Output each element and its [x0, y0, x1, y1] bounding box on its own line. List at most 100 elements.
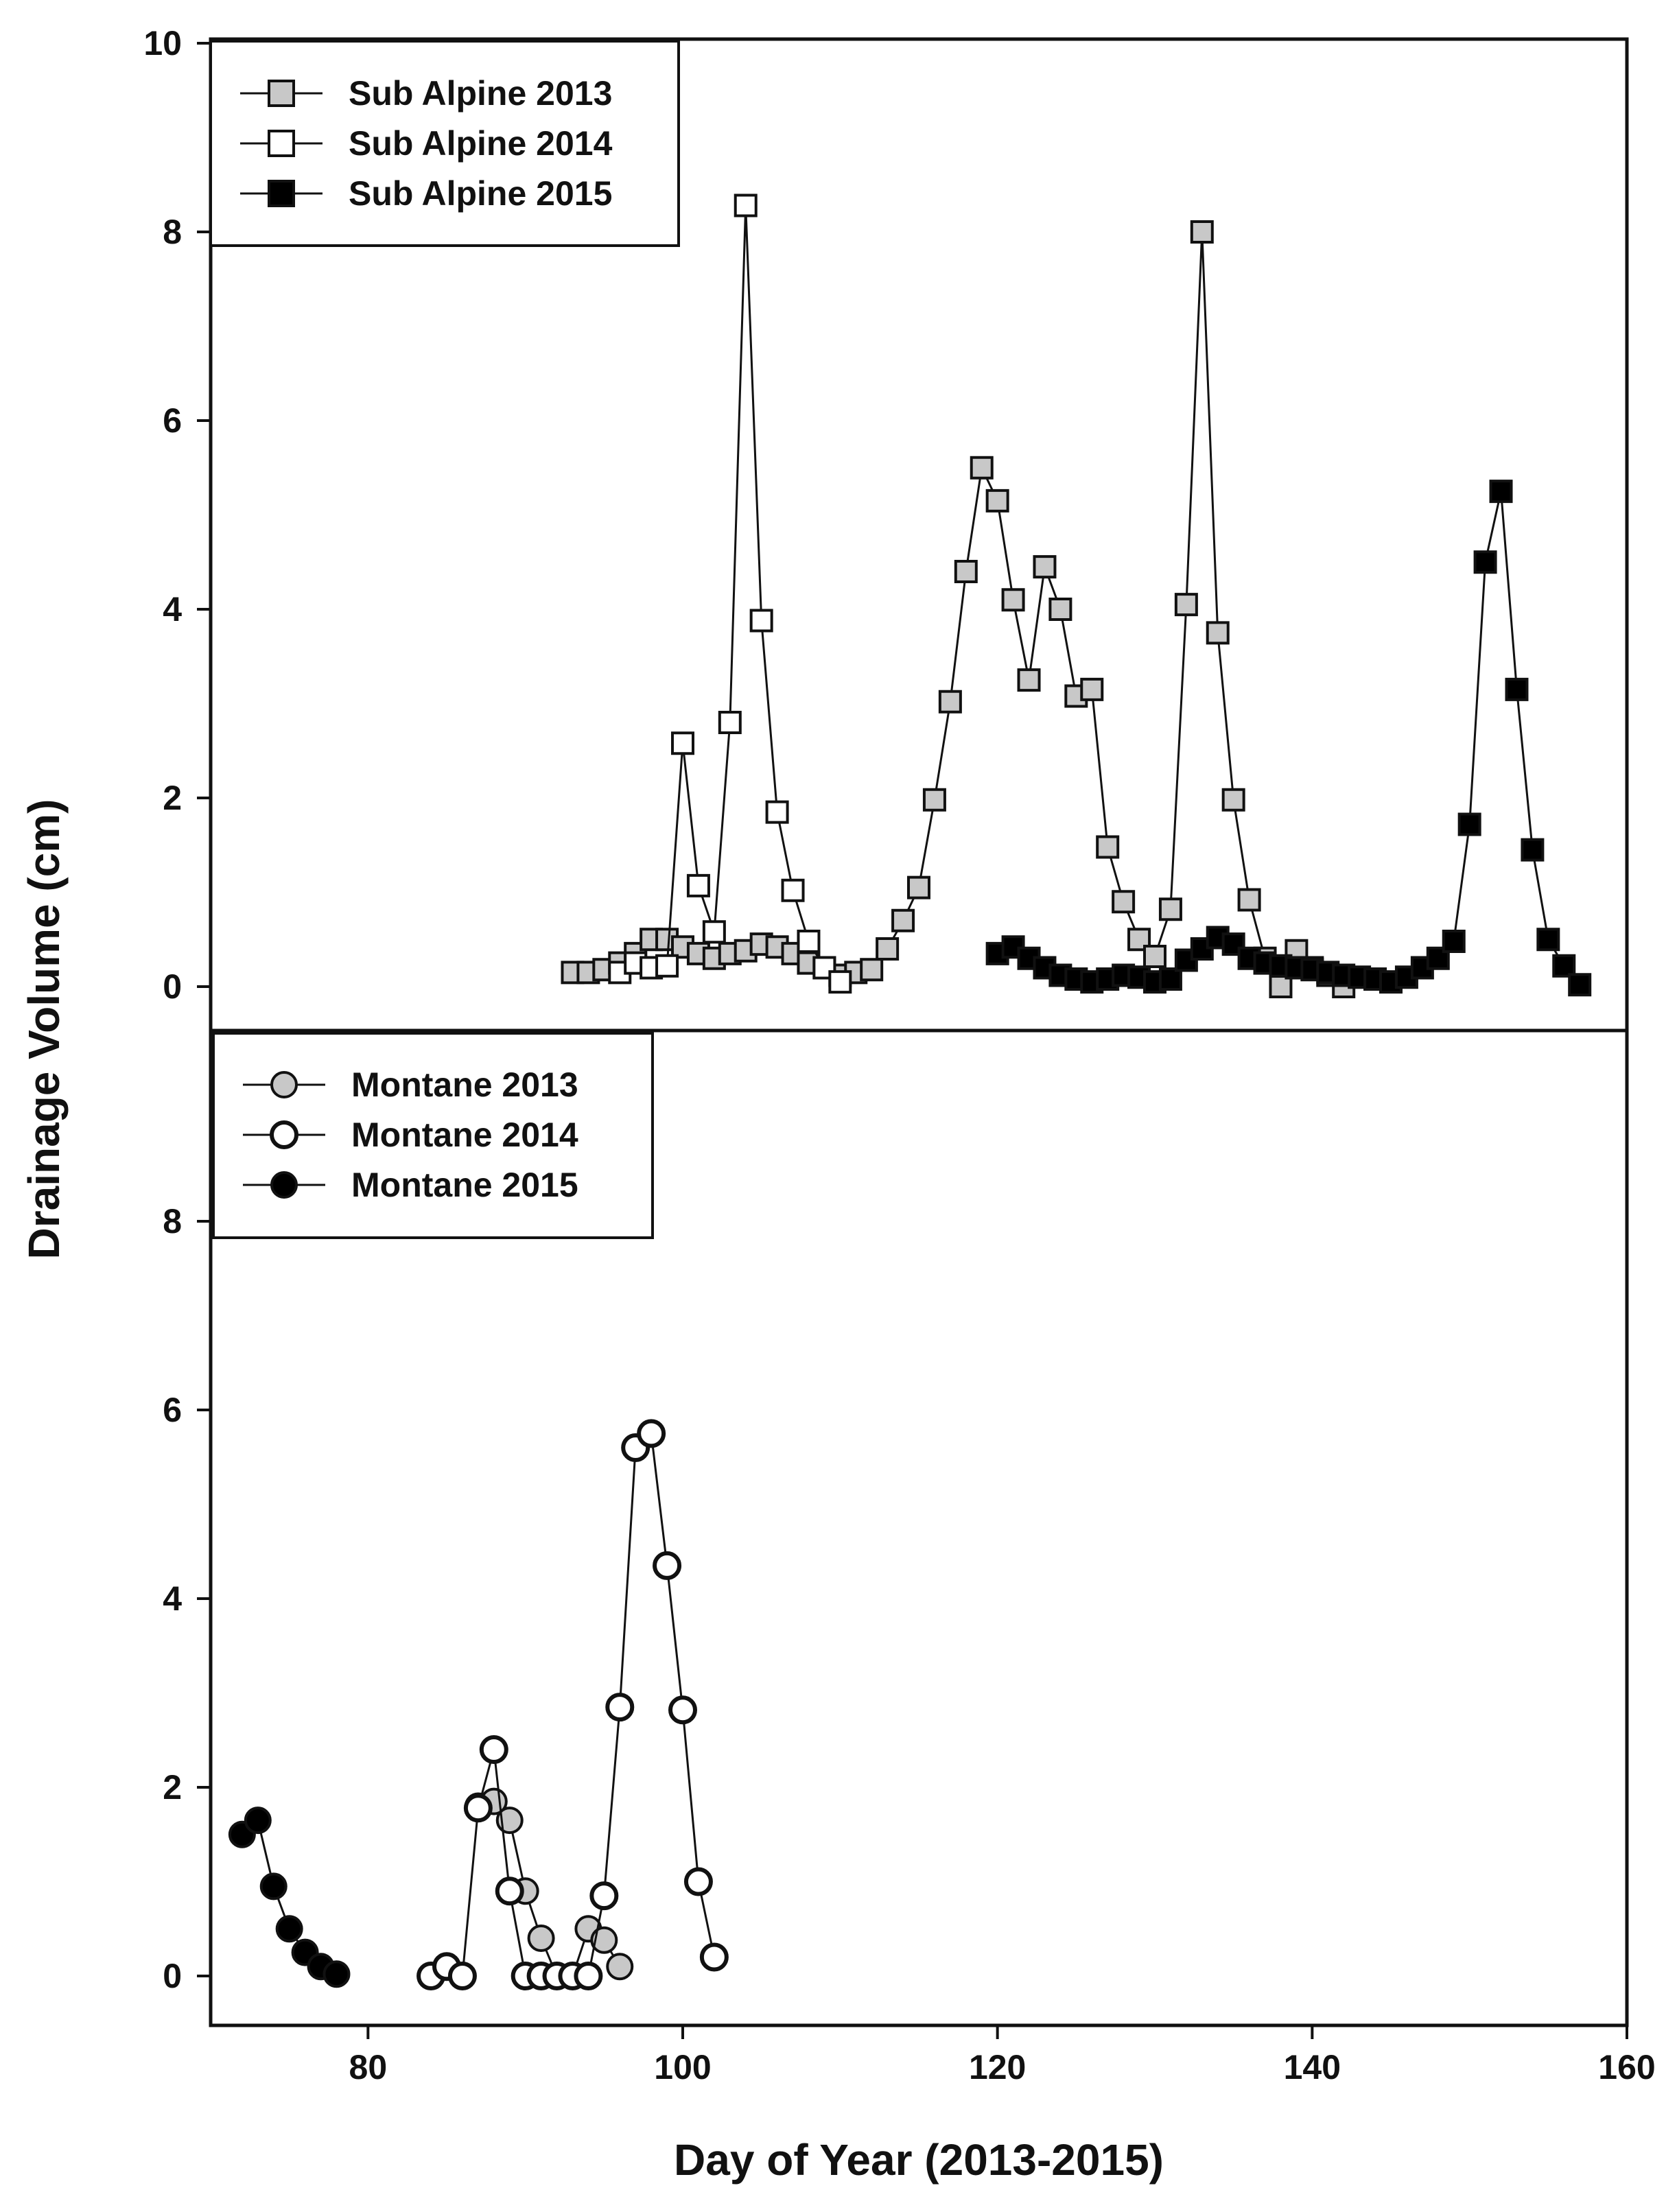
montane-panel	[209, 1028, 1629, 2027]
x-tick-label: 80	[349, 2048, 388, 2086]
legend-label: Sub Alpine 2015	[349, 174, 612, 213]
sub-alpine-2014-point	[749, 609, 773, 633]
sub-alpine-2013-point	[907, 875, 930, 899]
sub-alpine-2013-point	[985, 489, 1009, 513]
sub-alpine-2015-point	[1442, 930, 1466, 953]
legend-marker-montane-2015	[270, 1171, 298, 1199]
y-axis-label: Drainage Volume (cm)	[19, 799, 69, 1260]
y-tick-label: 2	[163, 779, 182, 817]
montane-2014-point	[683, 1867, 713, 1896]
legend-montane: Montane 2013 Montane 2014 Montane 2015	[212, 1032, 654, 1239]
sub-alpine-2015-point	[1221, 932, 1245, 956]
y-axis-ticks-sub-alpine: 0 2 4 6 8 10	[143, 24, 211, 1006]
sub-alpine-series	[561, 193, 1592, 998]
sub-alpine-2015-point	[1505, 677, 1529, 701]
sub-alpine-2015-point	[1489, 480, 1513, 504]
sub-alpine-2015-point	[1568, 973, 1592, 997]
sub-alpine-2015-point	[1457, 812, 1481, 836]
sub-alpine-2013-point	[1143, 945, 1166, 968]
legend-marker-montane-2014	[270, 1120, 298, 1149]
sub-alpine-2013-point	[1237, 888, 1261, 912]
montane-2014-point	[495, 1876, 524, 1906]
sub-alpine-2013-point	[1190, 220, 1214, 244]
sub-alpine-2013-point	[1096, 835, 1120, 859]
sub-alpine-2013-point	[1033, 555, 1057, 579]
sub-alpine-2014-point	[686, 873, 710, 897]
x-tick-label: 120	[969, 2048, 1026, 2086]
sub-alpine-2015-point	[1473, 550, 1497, 574]
x-tick-label: 100	[654, 2048, 711, 2086]
montane-2014-point	[668, 1695, 697, 1725]
montane-2013-point	[590, 1926, 618, 1954]
y-tick-label: 8	[163, 1202, 182, 1240]
y-axis-ticks-montane: 0 2 4 6 8	[163, 1202, 211, 1995]
y-tick-label: 10	[143, 24, 182, 62]
montane-series	[228, 1419, 729, 1990]
sub-alpine-2013-point	[938, 690, 962, 714]
montane-2015-point	[259, 1872, 288, 1901]
legend-label: Montane 2013	[351, 1066, 578, 1104]
legend-marker-sub-alpine-2015	[268, 180, 295, 207]
sub-alpine-2014-point	[702, 920, 726, 944]
sub-alpine-2013-point	[1001, 588, 1025, 612]
montane-2014-point	[605, 1693, 635, 1722]
sub-alpine-2015-point	[1158, 967, 1182, 991]
y-tick-label: 8	[163, 213, 182, 251]
x-axis-ticks: 80 100 120 140 160	[349, 2025, 1656, 2086]
sub-alpine-2013-point	[922, 788, 946, 812]
y-tick-label: 0	[163, 967, 182, 1006]
sub-alpine-2014-point	[828, 970, 852, 994]
montane-2013-point	[527, 1925, 555, 1952]
y-tick-label: 6	[163, 401, 182, 440]
montane-2013-point	[606, 1953, 634, 1981]
sub-alpine-2013-point	[1048, 598, 1072, 621]
x-axis-label: Day of Year (2013-2015)	[674, 2135, 1164, 2185]
sub-alpine-2014-point	[765, 800, 789, 824]
montane-2014-point	[637, 1419, 666, 1448]
sub-alpine-2014-point	[655, 954, 679, 978]
sub-alpine-2013-point	[1080, 677, 1104, 701]
montane-2014-point	[463, 1793, 493, 1823]
legend-label: Montane 2014	[351, 1116, 578, 1154]
sub-alpine-2013-point	[1174, 593, 1198, 617]
legend-marker-montane-2013	[270, 1071, 298, 1098]
x-tick-label: 140	[1284, 2048, 1341, 2086]
montane-2014-point	[589, 1881, 619, 1911]
legend-marker-sub-alpine-2013	[268, 80, 295, 107]
sub-alpine-2015-point	[1536, 928, 1560, 952]
sub-alpine-2015-point	[1521, 838, 1545, 862]
montane-2015-point	[322, 1960, 351, 1988]
montane-2015-point	[275, 1915, 303, 1943]
y-tick-label: 4	[163, 1579, 182, 1618]
montane-2014-point	[574, 1962, 603, 1990]
x-tick-label: 160	[1598, 2048, 1655, 2086]
sub-alpine-2013-point	[954, 560, 978, 583]
montane-2015-point	[244, 1807, 272, 1835]
sub-alpine-2013-point	[1269, 975, 1293, 998]
sub-alpine-2013-point	[1221, 788, 1245, 812]
y-tick-label: 2	[163, 1768, 182, 1807]
sub-alpine-2014-point	[718, 711, 742, 734]
y-tick-label: 4	[163, 590, 182, 628]
sub-alpine-2014-point	[671, 731, 694, 755]
sub-alpine-2013-point	[1206, 621, 1230, 645]
sub-alpine-2013-point	[970, 456, 994, 480]
y-tick-label: 0	[163, 1957, 182, 1995]
legend-marker-sub-alpine-2014	[268, 130, 295, 157]
sub-alpine-2015-point	[1552, 954, 1576, 978]
sub-alpine-2013-point	[734, 939, 758, 963]
montane-2014-point	[479, 1735, 508, 1764]
sub-alpine-2013-point	[1158, 897, 1182, 921]
montane-2014-point	[653, 1551, 682, 1580]
legend-label: Montane 2015	[351, 1166, 578, 1204]
sub-alpine-2013-point	[1017, 668, 1041, 692]
sub-alpine-2013-point	[891, 908, 915, 932]
montane-2014-point	[447, 1962, 477, 1990]
legend-label: Sub Alpine 2013	[349, 74, 612, 113]
legend-label: Sub Alpine 2014	[349, 124, 613, 163]
legend-sub-alpine: Sub Alpine 2013 Sub Alpine 2014 Sub Alpine…	[209, 40, 680, 247]
montane-2014-point	[699, 1942, 729, 1972]
sub-alpine-2014-point	[734, 193, 758, 217]
sub-alpine-2014-point	[797, 930, 821, 953]
